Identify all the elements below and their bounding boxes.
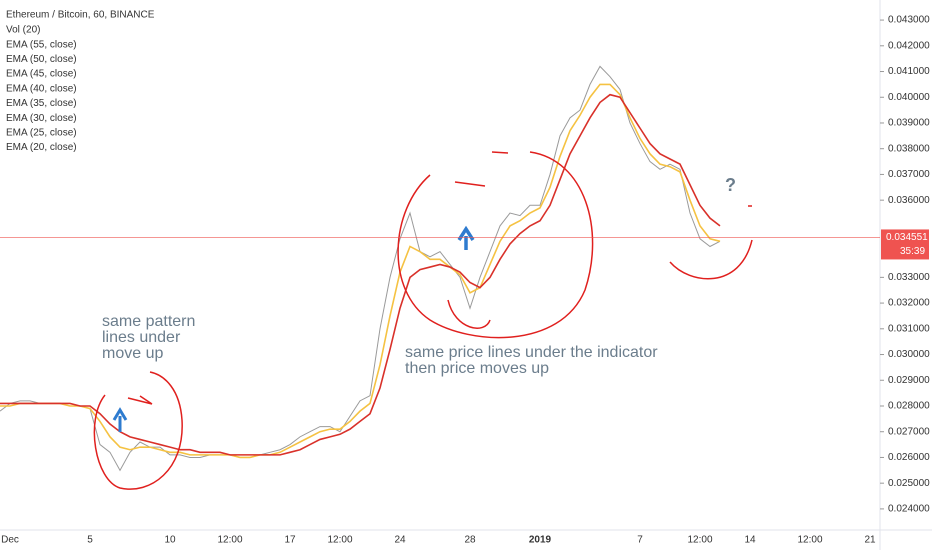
indicator-label: EMA (25, close) xyxy=(6,128,77,139)
annotation: move up xyxy=(102,345,163,362)
x-tick-label: 28 xyxy=(464,535,476,546)
y-tick-label: 0.037000 xyxy=(888,169,930,180)
x-tick-label: 17 xyxy=(284,535,296,546)
x-tick-label: 14 xyxy=(744,535,756,546)
underline xyxy=(447,299,491,329)
y-tick-label: 0.040000 xyxy=(888,92,930,103)
last-price-box xyxy=(881,229,929,260)
indicator-label: EMA (50, close) xyxy=(6,54,77,65)
y-tick-label: 0.030000 xyxy=(888,349,930,360)
indicator-label: EMA (35, close) xyxy=(6,98,77,109)
series-line xyxy=(0,83,721,459)
annotation: ? xyxy=(725,175,736,195)
y-tick-label: 0.028000 xyxy=(888,401,930,412)
indicator-label: EMA (20, close) xyxy=(6,142,77,153)
y-tick-label: 0.042000 xyxy=(888,40,930,51)
last-price-label: 0.034551 xyxy=(886,232,928,243)
y-tick-label: 0.031000 xyxy=(888,323,930,334)
y-tick-label: 0.025000 xyxy=(888,478,930,489)
y-tick-label: 0.026000 xyxy=(888,452,930,463)
indicator-label: EMA (45, close) xyxy=(6,69,77,80)
blue-arrow xyxy=(112,407,128,432)
circle xyxy=(93,371,183,490)
annotation: same price lines under the indicator xyxy=(405,344,658,361)
x-tick-label: 10 xyxy=(164,535,176,546)
circle xyxy=(397,151,594,339)
annotation: lines under xyxy=(102,329,181,346)
y-tick-label: 0.033000 xyxy=(888,272,930,283)
circle xyxy=(669,205,753,280)
y-tick-label: 0.038000 xyxy=(888,143,930,154)
x-tick-label: 5 xyxy=(87,535,93,546)
x-tick-label: 7 xyxy=(637,535,643,546)
y-tick-label: 0.043000 xyxy=(888,15,930,26)
indicator-label: EMA (30, close) xyxy=(6,113,77,124)
indicator-label: EMA (55, close) xyxy=(6,39,77,50)
y-tick-label: 0.027000 xyxy=(888,426,930,437)
y-tick-label: 0.039000 xyxy=(888,118,930,129)
x-tick-label: Dec xyxy=(1,535,19,546)
chart-title: Ethereum / Bitcoin, 60, BINANCE xyxy=(6,10,155,21)
x-tick-label: 12:00 xyxy=(797,535,822,546)
red-marks xyxy=(454,151,509,187)
series-line xyxy=(0,65,721,472)
countdown-label: 35:39 xyxy=(900,246,925,257)
blue-arrow xyxy=(457,225,475,250)
red-arrow xyxy=(127,395,153,405)
indicator-label: EMA (40, close) xyxy=(6,83,77,94)
y-tick-label: 0.032000 xyxy=(888,298,930,309)
indicator-label: Vol (20) xyxy=(6,25,40,36)
x-tick-label: 12:00 xyxy=(687,535,712,546)
x-tick-label: 2019 xyxy=(529,535,552,546)
x-tick-label: 12:00 xyxy=(327,535,352,546)
y-tick-label: 0.024000 xyxy=(888,504,930,515)
x-tick-label: 21 xyxy=(864,535,876,546)
x-tick-label: 24 xyxy=(394,535,406,546)
annotation: then price moves up xyxy=(405,360,549,377)
x-tick-label: 12:00 xyxy=(217,535,242,546)
annotation: same pattern xyxy=(102,313,195,330)
y-tick-label: 0.041000 xyxy=(888,66,930,77)
y-tick-label: 0.036000 xyxy=(888,195,930,206)
y-tick-label: 0.029000 xyxy=(888,375,930,386)
legend: Ethereum / Bitcoin, 60, BINANCE Vol (20)… xyxy=(6,10,155,154)
